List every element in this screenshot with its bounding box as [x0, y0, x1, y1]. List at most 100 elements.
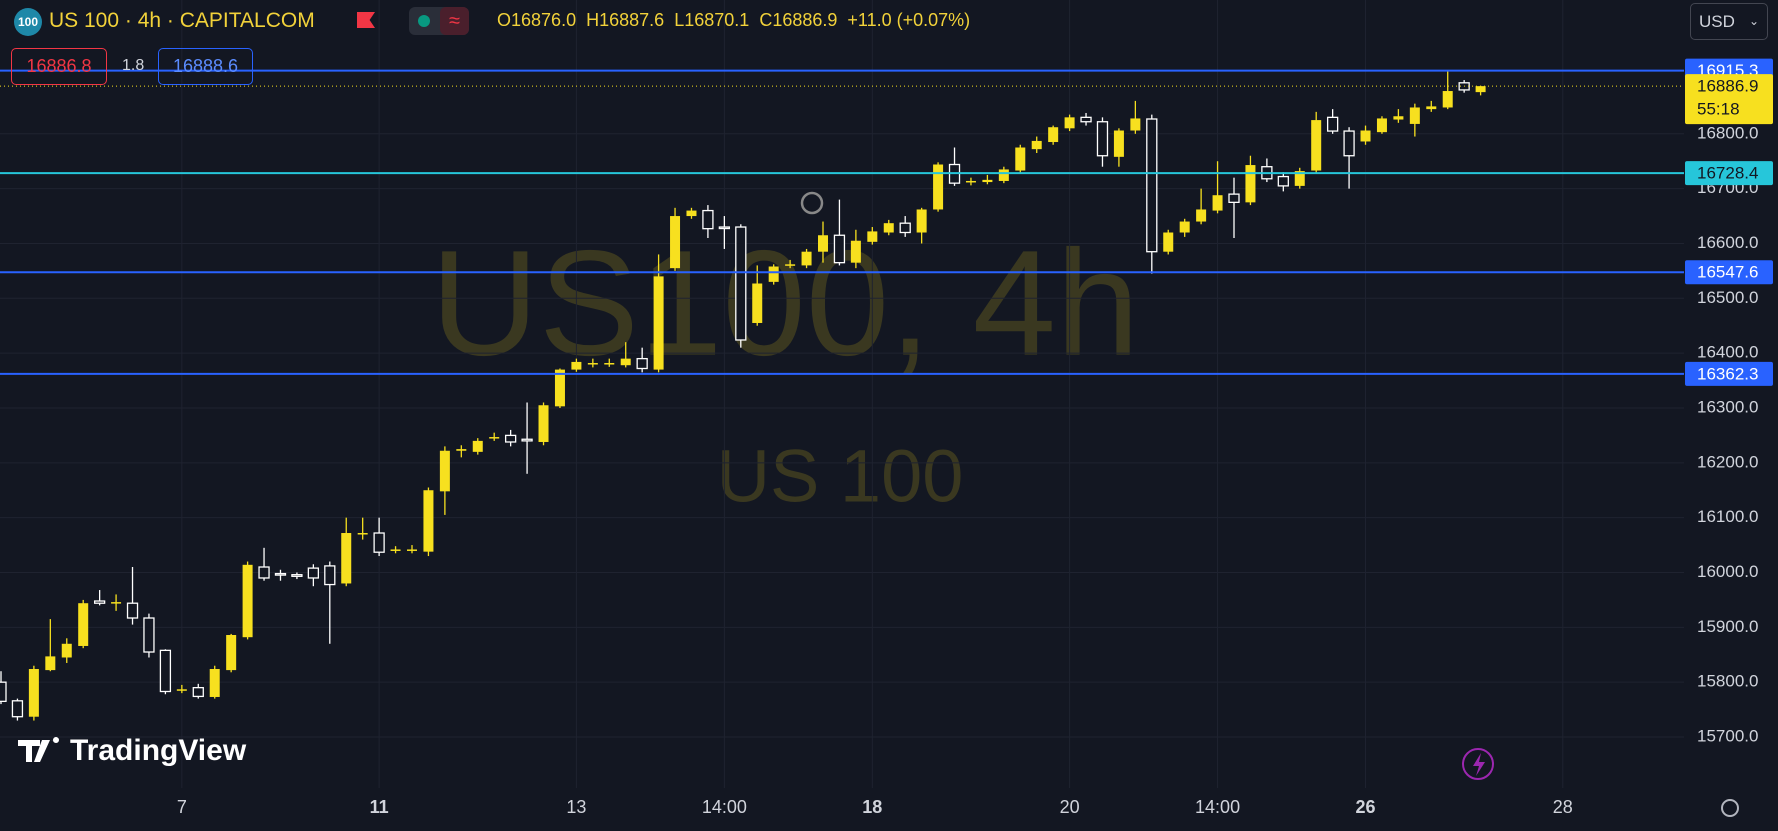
candle-body [571, 361, 582, 370]
price-line-label-box [1685, 161, 1773, 186]
candle-body [307, 567, 320, 579]
candle-body [226, 635, 237, 671]
candle-body [916, 209, 927, 233]
candle-body [324, 565, 336, 586]
candle-body [1163, 232, 1174, 252]
candle-body [850, 240, 861, 263]
candle-body [604, 363, 615, 365]
y-tick-label: 16600.0 [1697, 233, 1758, 252]
candle-body [242, 564, 253, 638]
candle-body [61, 643, 72, 658]
price-line-label: 16547.6 [1697, 263, 1758, 282]
symbol-title[interactable]: US 100 · 4h · CAPITALCOM [49, 9, 315, 32]
candle-body [1326, 116, 1339, 132]
ohlc-key: H [586, 10, 600, 30]
candle-body [833, 234, 846, 264]
plot [0, 0, 1684, 788]
candle-body [1015, 147, 1026, 171]
symbol-badge: 100 [14, 8, 42, 36]
candle-body [143, 617, 155, 653]
candle-body [93, 600, 106, 604]
candle-body [1096, 121, 1109, 157]
x-tick-label: 7 [177, 797, 187, 817]
candle-body [883, 223, 894, 233]
buy-button[interactable]: 16888.6 [158, 48, 253, 85]
candle-body [867, 231, 878, 242]
candle-body [126, 602, 139, 619]
ohlc-value: 16870.1 [684, 10, 750, 30]
price-line-label: 16362.3 [1697, 364, 1758, 383]
y-tick-label: 16400.0 [1697, 343, 1758, 362]
candle-body [965, 180, 976, 183]
ohlc-change: +11.0 (+0.07%) [847, 10, 971, 30]
x-tick-label: 11 [370, 797, 389, 817]
candle-body [1113, 130, 1124, 157]
candle-body [45, 656, 56, 671]
candle-body [341, 533, 352, 584]
settings-icon[interactable] [1721, 799, 1739, 817]
x-tick-label: 14:00 [1195, 797, 1240, 817]
price-line-label-box [1685, 361, 1773, 386]
candle-body [1409, 107, 1420, 124]
y-tick-label: 16500.0 [1697, 288, 1758, 307]
candle-body [1031, 140, 1042, 150]
lightning-icon[interactable] [1462, 748, 1494, 780]
candle-body [1196, 209, 1207, 222]
candle-body [390, 549, 401, 551]
sell-button[interactable]: 16886.8 [11, 48, 107, 85]
candle-body [521, 438, 533, 442]
y-tick-label: 16300.0 [1697, 397, 1758, 416]
price-line-label: 16728.4 [1697, 164, 1758, 183]
y-tick-label: 16200.0 [1697, 452, 1758, 471]
market-open-dot [418, 15, 430, 27]
y-tick-label: 15700.0 [1697, 726, 1758, 745]
candle-body [357, 533, 368, 535]
x-tick-label: 14:00 [702, 797, 747, 817]
watermark-title: US100, 4h [431, 219, 1140, 387]
candle-body [407, 549, 417, 551]
candle-body [291, 574, 303, 577]
candle-body [1245, 165, 1256, 203]
candle-body [554, 369, 565, 407]
y-tick-label: 15900.0 [1697, 617, 1758, 636]
spread: 1.8 [122, 57, 145, 74]
alarm-icon[interactable] [800, 191, 824, 215]
flag-icon[interactable] [357, 12, 375, 28]
candle-body [373, 532, 385, 553]
candle-body [1277, 175, 1289, 187]
currency: USD [1699, 12, 1735, 31]
y-tick-label: 16000.0 [1697, 562, 1758, 581]
candle-body [1343, 130, 1355, 157]
last-price-box [1685, 74, 1773, 125]
candle-body [1426, 106, 1437, 110]
x-tick-label: 18 [862, 797, 882, 817]
candle-body [1475, 86, 1486, 93]
candle-body [982, 179, 993, 183]
candle-body [111, 602, 122, 604]
candle-body [274, 572, 287, 576]
ohlc-value: 16886.9 [772, 10, 838, 30]
candle-body [1179, 221, 1190, 233]
price-line-label-box [1685, 260, 1773, 285]
candle-body [702, 209, 714, 230]
candle-body [735, 226, 747, 341]
candle-body [28, 669, 39, 717]
candle-body [818, 235, 828, 252]
last-price-label: 16886.9 [1697, 77, 1758, 96]
candle-body [1311, 120, 1322, 171]
candle-body [636, 357, 648, 370]
candle-body [209, 669, 220, 697]
candle-body [1048, 127, 1059, 143]
logo-text: TradingView [70, 734, 247, 767]
bar-countdown: 55:18 [1697, 100, 1740, 119]
y-tick-label: 16100.0 [1697, 507, 1758, 526]
candle-body [489, 437, 500, 439]
candle-body [1080, 116, 1092, 123]
currency-select[interactable]: USD ⌄ [1690, 3, 1768, 40]
candle-body [1442, 91, 1453, 108]
candle-body [176, 689, 187, 691]
candle-body [192, 686, 204, 698]
y-tick-label: 16800.0 [1697, 123, 1758, 142]
